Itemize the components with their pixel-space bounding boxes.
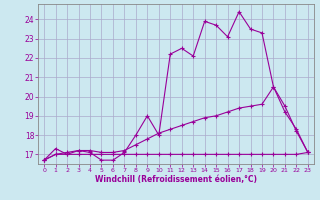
X-axis label: Windchill (Refroidissement éolien,°C): Windchill (Refroidissement éolien,°C)	[95, 175, 257, 184]
